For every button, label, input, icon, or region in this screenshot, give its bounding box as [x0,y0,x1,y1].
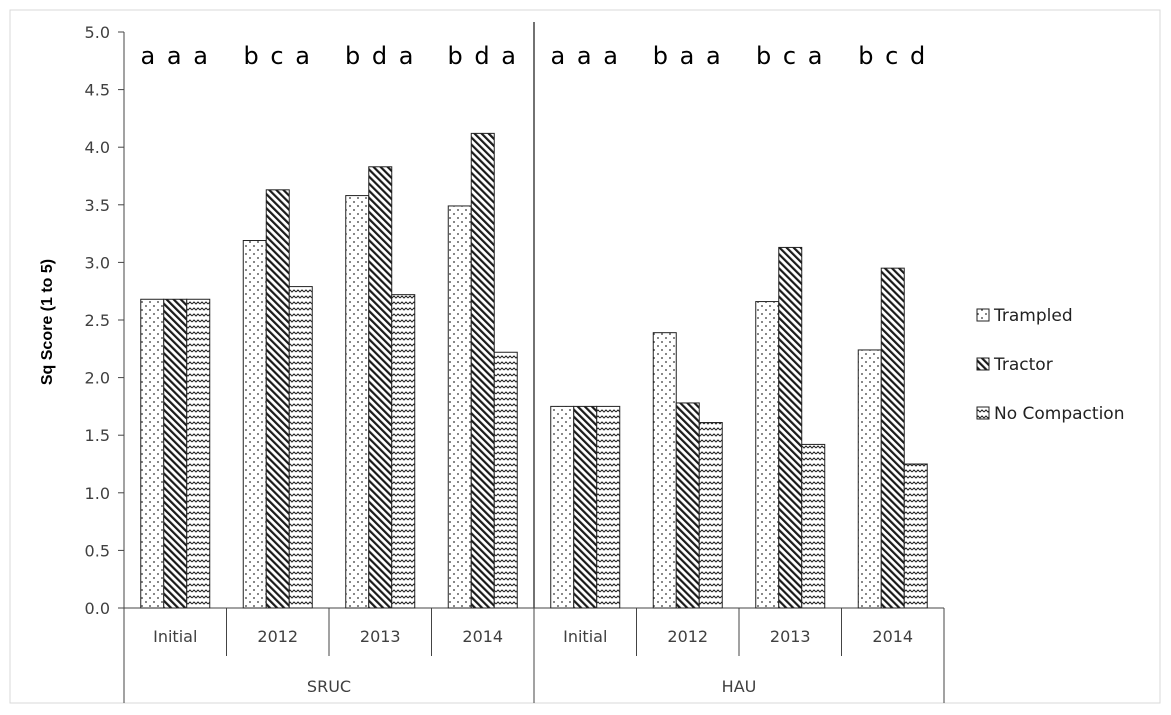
bar-no-compaction [493,351,518,609]
x-category-label: 2013 [770,627,811,646]
bar-trampled [857,349,882,609]
y-tick-label: 2.0 [85,369,110,388]
x-category-label: 2014 [462,627,503,646]
legend-label-trampled: Trampled [993,306,1073,326]
significance-label: b d a [448,42,518,70]
legend: Trampled Tractor No Compaction [976,306,1124,424]
bar-tractor [880,267,905,609]
bars-layer [140,132,928,609]
chart-frame [9,9,1161,704]
bar-no-compaction [903,463,928,609]
significance-label: b c d [858,42,927,70]
x-group-label: SRUC [307,677,351,696]
y-tick-label: 3.5 [85,196,110,215]
bar-tractor [265,189,290,609]
bar-tractor [368,166,393,609]
bar-trampled [242,240,267,609]
significance-label: b d a [345,42,415,70]
bar-tractor [163,298,188,609]
x-category-label: 2012 [257,627,298,646]
significance-label: b c a [244,42,312,70]
bar-no-compaction [288,286,313,609]
y-tick-label: 0.5 [85,541,110,560]
x-category-label: Initial [563,627,607,646]
y-axis-label: Sq Score (1 to 5) [39,259,56,385]
axes: 0.0 0.5 1.0 1.5 2.0 2.5 3.0 3.5 4.0 4.5 5.0 Initial… [85,22,945,703]
significance-label: b a a [653,42,723,70]
bar-no-compaction [186,298,211,609]
significance-label: b c a [756,42,824,70]
legend-swatch-trampled [976,308,990,322]
bar-trampled [755,301,780,609]
y-tick-label: 5.0 [85,23,110,42]
legend-swatch-no-compaction [976,406,990,420]
bar-tractor [470,132,495,609]
y-tick-label: 4.0 [85,138,110,157]
y-tick-label: 0.0 [85,599,110,618]
bar-no-compaction [698,422,723,609]
legend-label-no-compaction: No Compaction [994,404,1124,424]
bar-trampled [140,298,165,609]
bar-tractor [675,402,700,609]
x-category-label: 2012 [667,627,708,646]
legend-swatch-tractor [976,357,990,371]
legend-label-tractor: Tractor [993,355,1053,375]
bar-no-compaction [391,294,416,609]
bar-no-compaction [801,443,826,609]
y-tick-label: 1.0 [85,484,110,503]
bar-tractor [573,405,598,609]
x-category-label: Initial [153,627,197,646]
significance-label: a a a [551,42,620,70]
bar-trampled [652,332,677,609]
bar-tractor [778,246,803,609]
significance-label: a a a [141,42,210,70]
y-tick-label: 1.5 [85,426,110,445]
bar-no-compaction [596,405,621,609]
y-tick-label: 2.5 [85,311,110,330]
y-tick-label: 3.0 [85,253,110,272]
x-category-label: 2014 [872,627,913,646]
x-category-label: 2013 [360,627,401,646]
bar-trampled [345,195,370,609]
bar-trampled [550,405,575,609]
x-group-label: HAU [722,677,757,696]
y-tick-label: 4.5 [85,81,110,100]
bar-trampled [447,205,472,609]
